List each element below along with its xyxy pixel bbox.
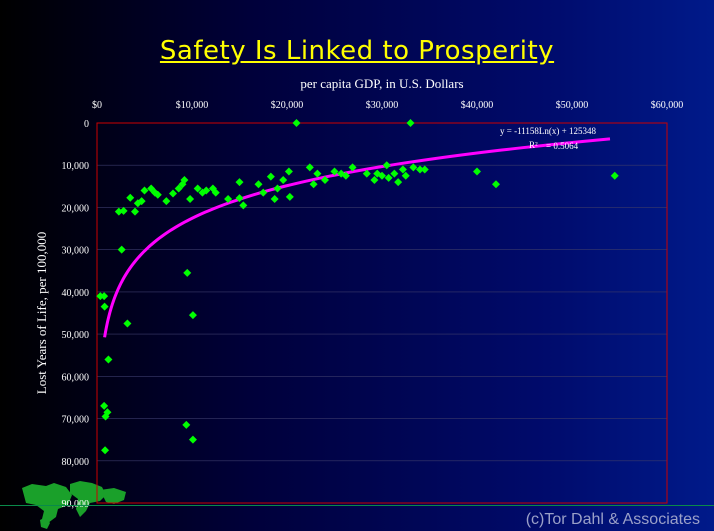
data-point — [382, 161, 391, 170]
data-point — [473, 167, 481, 176]
data-point — [103, 408, 112, 417]
data-points — [96, 119, 619, 455]
y-tick-label: 70,000 — [62, 415, 90, 426]
data-point — [416, 165, 424, 174]
data-point — [370, 176, 379, 184]
y-tick-label: 90,000 — [62, 499, 90, 510]
data-point — [101, 446, 110, 455]
data-point — [188, 311, 197, 320]
data-point — [100, 302, 109, 311]
y-tick-labels: 0 10,000 20,000 30,000 40,000 50,000 60,000 70,… — [62, 119, 90, 510]
data-point — [100, 401, 109, 410]
data-point — [147, 184, 156, 193]
data-point — [409, 163, 418, 172]
data-point — [284, 167, 293, 176]
data-point — [270, 195, 279, 203]
data-point — [162, 197, 171, 206]
data-point — [330, 167, 339, 176]
data-point — [119, 206, 128, 215]
data-point — [140, 186, 149, 195]
y-tick-label: 0 — [84, 119, 89, 130]
data-point — [254, 180, 263, 189]
data-point — [193, 184, 202, 193]
data-point — [202, 186, 211, 195]
data-point — [384, 173, 393, 182]
data-point — [309, 180, 318, 189]
x-tick-label: $0 — [92, 100, 102, 111]
r-squared-value: = 0.5064 — [546, 141, 579, 151]
data-point — [401, 171, 410, 180]
data-point — [211, 188, 220, 197]
data-point — [285, 192, 294, 201]
x-tick-label: $40,000 — [461, 100, 494, 111]
data-point — [390, 169, 399, 178]
data-point — [174, 184, 183, 193]
grid-lines — [97, 164, 667, 504]
data-point — [492, 180, 500, 189]
data-point — [137, 197, 146, 206]
y-tick-label: 50,000 — [62, 330, 90, 341]
y-tick-label: 80,000 — [62, 457, 90, 468]
data-point — [182, 420, 191, 429]
data-point — [313, 169, 322, 178]
copyright-credit: (c)Tor Dahl & Associates — [525, 511, 700, 528]
trendline — [103, 137, 611, 338]
data-point — [362, 169, 371, 178]
data-point — [305, 163, 314, 172]
data-point — [378, 171, 386, 180]
data-point — [292, 119, 301, 127]
bottom-divider — [0, 505, 714, 506]
data-point — [117, 245, 126, 254]
y-tick-label: 20,000 — [62, 203, 90, 214]
y-tick-label: 30,000 — [62, 246, 90, 257]
data-point — [279, 176, 288, 184]
data-point — [398, 165, 407, 174]
data-point — [321, 176, 329, 184]
data-point — [610, 171, 619, 180]
data-point — [153, 190, 162, 199]
data-point — [188, 435, 197, 444]
data-point — [169, 189, 177, 198]
data-point — [126, 193, 135, 202]
trend-equation: y = -11158Ln(x) + 125348 — [500, 126, 596, 136]
data-point — [186, 195, 195, 203]
data-point — [266, 172, 275, 181]
chart-title: Safety Is Linked to Prosperity — [159, 36, 555, 66]
data-point — [259, 188, 268, 197]
x-axis-label: per capita GDP, in U.S. Dollars — [300, 76, 464, 91]
data-point — [180, 176, 189, 184]
r-squared-symbol: R² — [529, 140, 538, 150]
data-point — [239, 201, 248, 210]
x-tick-label: $30,000 — [366, 100, 399, 111]
data-point — [273, 184, 282, 193]
data-point — [131, 207, 139, 216]
y-tick-label: 10,000 — [62, 161, 90, 172]
data-point — [406, 119, 415, 127]
data-point — [183, 268, 192, 277]
data-point — [235, 178, 244, 187]
data-point — [394, 178, 403, 187]
x-tick-label: $10,000 — [176, 100, 209, 111]
x-tick-labels: $0 $10,000 $20,000 $30,000 $40,000 $50,000 $60… — [92, 100, 683, 111]
plot-frame — [96, 122, 668, 504]
y-tick-label: 60,000 — [62, 372, 90, 383]
y-tick-label: 40,000 — [62, 288, 90, 299]
data-point — [348, 163, 357, 172]
data-point — [420, 165, 429, 174]
x-tick-label: $60,000 — [651, 100, 684, 111]
x-tick-label: $50,000 — [556, 100, 589, 111]
data-point — [235, 194, 244, 203]
data-point — [341, 171, 350, 180]
x-tick-label: $20,000 — [271, 100, 304, 111]
data-point — [104, 355, 113, 364]
data-point — [100, 292, 109, 301]
data-point — [224, 195, 233, 203]
data-point — [123, 319, 132, 328]
